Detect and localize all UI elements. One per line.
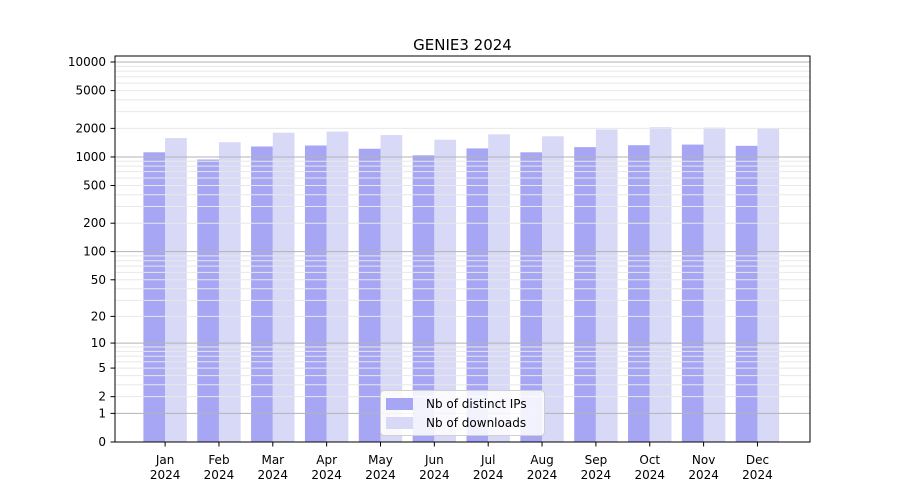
x-tick-month-label: Mar bbox=[261, 453, 284, 467]
y-tick-label: 2000 bbox=[75, 121, 106, 135]
legend-swatch-downloads bbox=[386, 417, 413, 429]
bar-downloads bbox=[703, 127, 726, 442]
x-tick-month-label: Feb bbox=[208, 453, 229, 467]
bar-distinct-ips bbox=[251, 146, 273, 442]
bar-distinct-ips bbox=[412, 155, 435, 442]
x-tick-month-label: Sep bbox=[585, 453, 608, 467]
bar-downloads bbox=[165, 138, 187, 442]
y-tick-label: 5 bbox=[98, 361, 106, 375]
y-tick-label: 50 bbox=[91, 273, 106, 287]
bar-distinct-ips bbox=[466, 148, 489, 442]
y-tick-label: 500 bbox=[83, 179, 106, 193]
y-tick-label: 2 bbox=[98, 390, 106, 404]
minor-gridlines-layer bbox=[115, 65, 810, 398]
x-axis-layer: Jan2024Feb2024Mar2024Apr2024May2024Jun20… bbox=[150, 442, 773, 482]
bar-downloads bbox=[434, 139, 457, 442]
legend-swatch-distinct-ips bbox=[386, 398, 413, 410]
x-tick-year-label: 2024 bbox=[365, 468, 396, 482]
y-axis-layer: 0 1 2 5 10 20 50 100 200 500 1000 2000 5000 10000 bbox=[68, 55, 115, 449]
x-tick-year-label: 2024 bbox=[150, 468, 181, 482]
x-tick-year-label: 2024 bbox=[742, 468, 773, 482]
x-tick-year-label: 2024 bbox=[527, 468, 558, 482]
bar-distinct-ips bbox=[735, 145, 758, 442]
x-tick-month-label: Jul bbox=[480, 453, 495, 467]
x-tick-month-label: Nov bbox=[692, 453, 715, 467]
x-tick-year-label: 2024 bbox=[634, 468, 665, 482]
x-tick-month-label: Jun bbox=[424, 453, 444, 467]
x-tick-month-label: Apr bbox=[316, 453, 337, 467]
y-tick-label: 100 bbox=[83, 245, 106, 259]
x-tick-month-label: May bbox=[368, 453, 393, 467]
legend: Nb of distinct IPs Nb of downloads bbox=[380, 390, 545, 436]
bar-downloads bbox=[595, 129, 618, 442]
bar-distinct-ips bbox=[681, 144, 704, 442]
plot-spine bbox=[114, 55, 811, 443]
bar-distinct-ips bbox=[358, 148, 381, 442]
legend-item-downloads: Nb of downloads bbox=[385, 415, 537, 431]
y-tick-label: 1 bbox=[98, 406, 106, 420]
bar-downloads bbox=[218, 142, 241, 442]
y-tick-label: 0 bbox=[98, 435, 106, 449]
x-tick-month-label: Oct bbox=[639, 453, 660, 467]
x-tick-month-label: Dec bbox=[746, 453, 769, 467]
x-tick-year-label: 2024 bbox=[204, 468, 235, 482]
legend-item-distinct-ips: Nb of distinct IPs bbox=[385, 396, 537, 412]
x-tick-month-label: Aug bbox=[530, 453, 553, 467]
bar-distinct-ips bbox=[143, 152, 166, 443]
x-tick-year-label: 2024 bbox=[258, 468, 289, 482]
bar-distinct-ips bbox=[574, 147, 596, 443]
bar-downloads bbox=[488, 134, 510, 443]
x-tick-month-label: Jan bbox=[155, 453, 175, 467]
x-tick-year-label: 2024 bbox=[473, 468, 504, 482]
bar-downloads bbox=[757, 128, 780, 442]
y-tick-label: 20 bbox=[91, 309, 106, 323]
x-tick-year-label: 2024 bbox=[311, 468, 342, 482]
chart-title: GENIE3 2024 bbox=[413, 36, 512, 54]
major-gridlines-layer bbox=[115, 61, 810, 414]
y-tick-label: 10000 bbox=[68, 55, 106, 69]
spines-layer bbox=[114, 55, 811, 443]
bar-downloads bbox=[649, 127, 672, 442]
y-tick-label: 1000 bbox=[75, 150, 106, 164]
legend-label-downloads: Nb of downloads bbox=[426, 416, 527, 430]
bar-distinct-ips bbox=[520, 152, 543, 443]
bar-downloads bbox=[326, 131, 349, 442]
bar-downloads bbox=[272, 132, 295, 443]
x-tick-year-label: 2024 bbox=[688, 468, 719, 482]
y-tick-label: 10 bbox=[91, 336, 106, 350]
y-tick-label: 200 bbox=[83, 216, 106, 230]
legend-label-distinct-ips: Nb of distinct IPs bbox=[426, 397, 527, 411]
x-tick-year-label: 2024 bbox=[419, 468, 450, 482]
bar-distinct-ips bbox=[628, 145, 650, 442]
y-tick-label: 5000 bbox=[75, 84, 106, 98]
bar-distinct-ips bbox=[304, 145, 327, 442]
x-tick-year-label: 2024 bbox=[581, 468, 612, 482]
